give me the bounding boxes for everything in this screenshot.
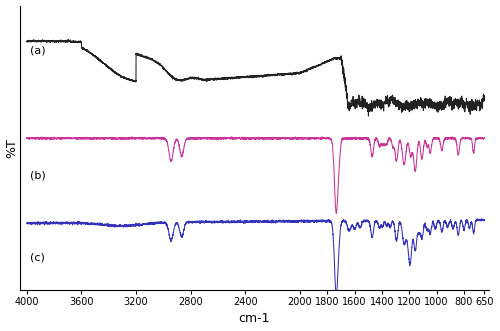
Text: (c): (c) <box>30 252 44 262</box>
Text: (a): (a) <box>30 46 45 56</box>
Text: (b): (b) <box>30 170 46 180</box>
X-axis label: cm-1: cm-1 <box>238 312 270 325</box>
Y-axis label: %T: %T <box>6 138 18 158</box>
